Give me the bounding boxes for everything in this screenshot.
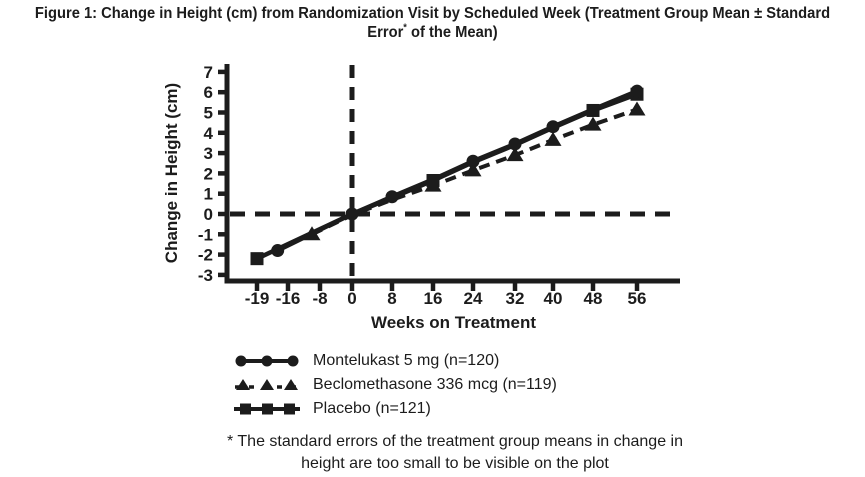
legend-item-montelukast: Montelukast 5 mg (n=120) <box>233 349 557 373</box>
title-asterisk: * <box>403 22 407 34</box>
legend-label-montelukast: Montelukast 5 mg (n=120) <box>313 352 500 369</box>
y-axis-title: Change in Height (cm) <box>162 83 181 263</box>
x-tick-label: 8 <box>387 289 396 308</box>
series-markers-triangle <box>303 101 646 241</box>
x-axis-ticks: -19 -16 -8 0 8 16 24 32 40 48 56 <box>245 283 647 308</box>
x-tick-label: -16 <box>276 289 301 308</box>
figure-title-line2: Error* of the Mean) <box>367 22 498 41</box>
footnote: * The standard errors of the treatment g… <box>25 431 865 475</box>
chart-legend: Montelukast 5 mg (n=120) Beclomethasone … <box>233 349 557 421</box>
x-tick-label: 32 <box>506 289 525 308</box>
legend-item-beclomethasone: Beclomethasone 336 mcg (n=119) <box>233 373 557 397</box>
circle-solid-line-icon <box>235 355 299 367</box>
y-tick-label: 5 <box>204 104 213 123</box>
y-tick-label: -2 <box>198 246 213 265</box>
y-tick-label: 6 <box>204 83 213 102</box>
figure-title: Figure 1: Change in Height (cm) from Ran… <box>35 4 831 42</box>
y-tick-label: 1 <box>204 185 213 204</box>
y-tick-label: -1 <box>198 225 213 244</box>
x-tick-label: 0 <box>347 289 356 308</box>
y-tick-label: 0 <box>204 205 213 224</box>
x-tick-label: 16 <box>424 289 443 308</box>
x-tick-label: 48 <box>584 289 603 308</box>
legend-label-beclomethasone: Beclomethasone 336 mcg (n=119) <box>313 376 557 393</box>
footnote-line2: height are too small to be visible on th… <box>301 455 609 472</box>
y-tick-label: 2 <box>204 164 213 183</box>
x-tick-label: -19 <box>245 289 270 308</box>
y-tick-label: 3 <box>204 144 213 163</box>
x-tick-label: 24 <box>464 289 483 308</box>
y-tick-label: 4 <box>204 124 214 143</box>
x-tick-label: 40 <box>544 289 563 308</box>
y-tick-label: -3 <box>198 266 213 285</box>
footnote-line1: * The standard errors of the treatment g… <box>227 433 683 450</box>
legend-item-placebo: Placebo (n=121) <box>233 397 557 421</box>
figure-title-line1: Figure 1: Change in Height (cm) from Ran… <box>34 5 831 22</box>
y-tick-label: 7 <box>204 63 213 82</box>
x-tick-label: 56 <box>628 289 647 308</box>
triangle-dashed-line-icon <box>235 379 299 390</box>
x-tick-label: -8 <box>312 289 327 308</box>
square-solid-line-icon <box>234 403 300 415</box>
x-axis-title: Weeks on Treatment <box>371 313 536 332</box>
reference-lines <box>230 65 676 279</box>
legend-label-placebo: Placebo (n=121) <box>313 400 431 417</box>
series-markers-circle <box>271 84 644 258</box>
